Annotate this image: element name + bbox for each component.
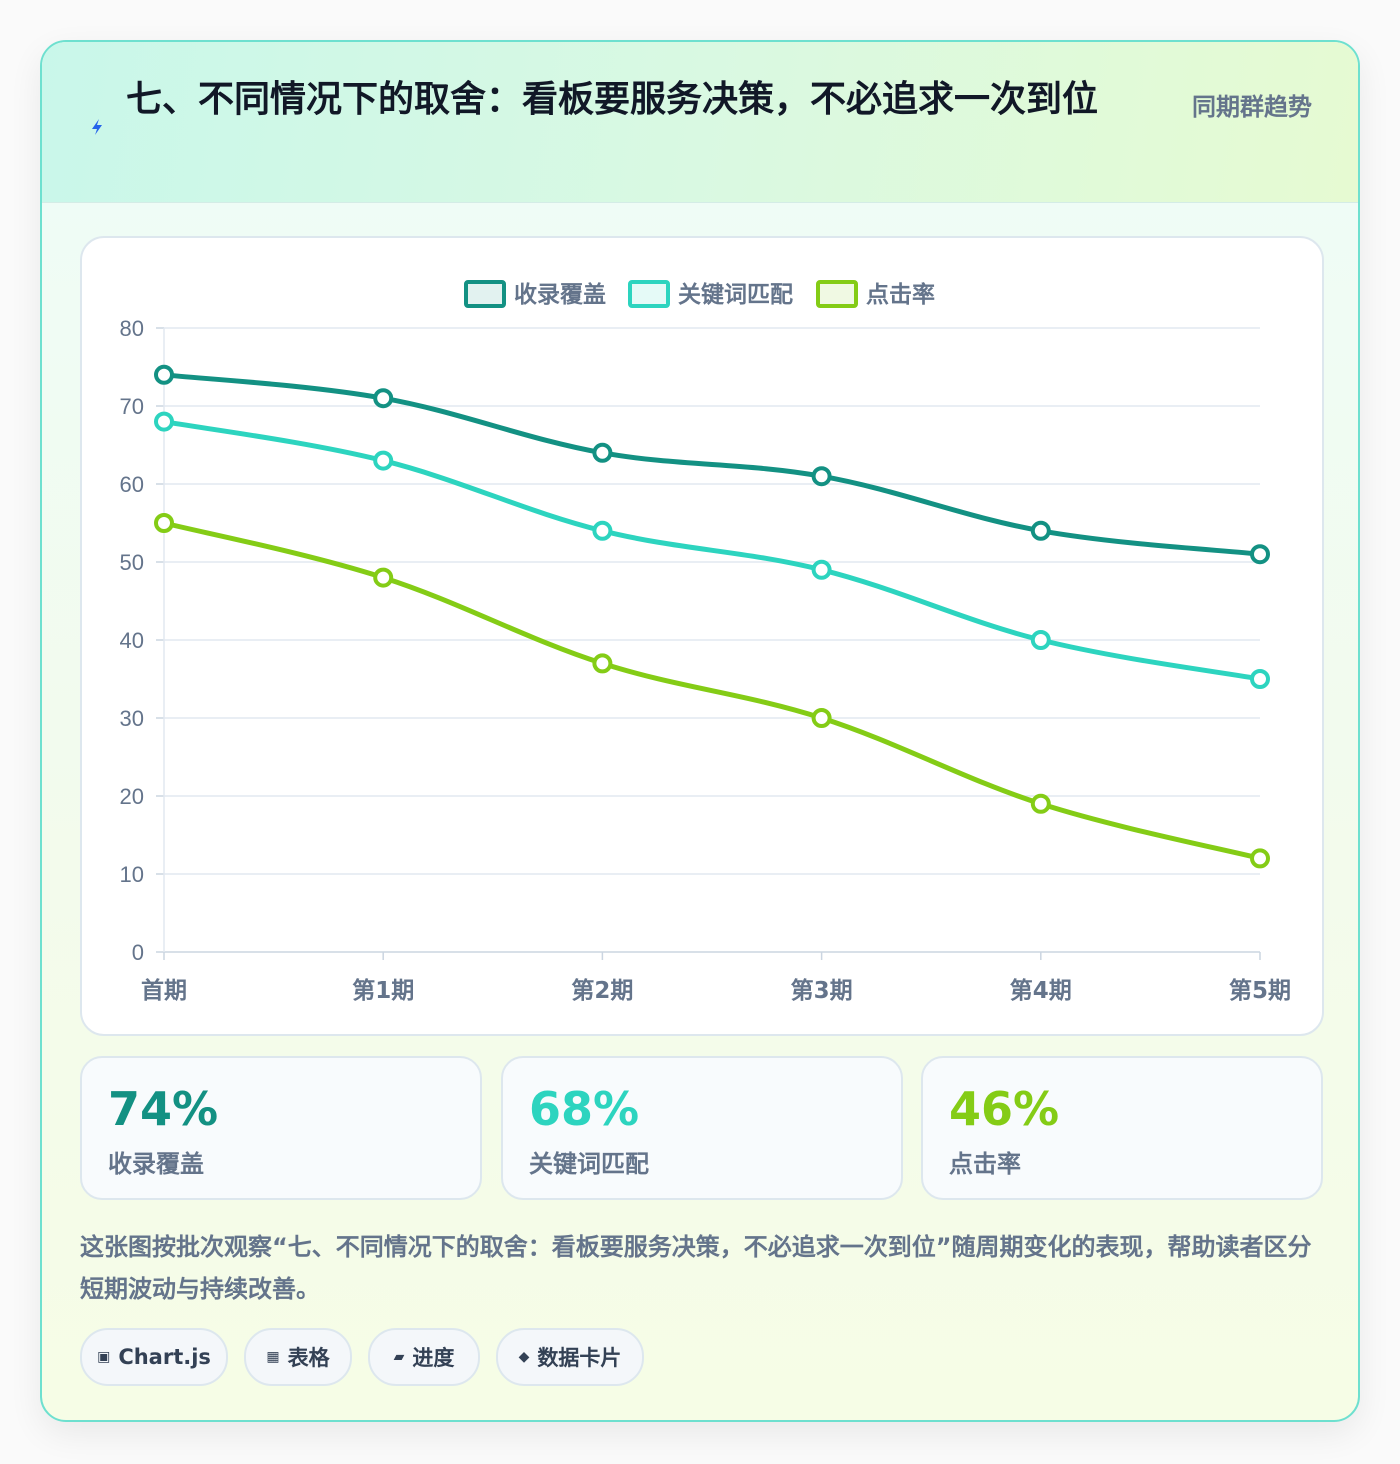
data-point bbox=[373, 567, 394, 588]
data-point bbox=[154, 411, 174, 432]
data-point bbox=[592, 442, 613, 463]
data-point bbox=[154, 364, 174, 385]
data-point bbox=[1030, 793, 1051, 814]
data-point bbox=[1250, 544, 1270, 565]
chart-description: 这张图按批次观察“七、不同情况下的取舍：看板要服务决策，不必追求一次到位”随周期… bbox=[80, 1233, 1312, 1303]
legend-swatch bbox=[464, 280, 506, 308]
data-point bbox=[1250, 669, 1270, 689]
legend-swatch bbox=[816, 280, 858, 308]
stat-card-ctr: 46% 点击率 bbox=[921, 1056, 1323, 1200]
stat-label: 点击率 bbox=[949, 1150, 1021, 1178]
legend-label: 关键词匹配 bbox=[678, 281, 793, 308]
stat-value: 68% bbox=[529, 1082, 640, 1136]
progress-icon: ▰ bbox=[393, 1349, 405, 1365]
series-line bbox=[161, 372, 1263, 557]
data-point bbox=[1030, 630, 1051, 650]
data-point bbox=[373, 388, 394, 409]
data-point bbox=[154, 513, 174, 533]
data-point bbox=[592, 653, 613, 674]
chart-icon: ▣ bbox=[97, 1349, 111, 1365]
stat-label: 关键词匹配 bbox=[529, 1150, 649, 1178]
tag-label: Chart.js bbox=[118, 1345, 211, 1369]
line-chart: 0 10 20 30 40 50 60 70 80 首期 第1期 第2期 第3期 第4期 第5期 收录覆盖 关键… bbox=[120, 280, 1291, 1004]
page-subtitle: 同期群趋势 bbox=[1192, 93, 1312, 121]
x-tick-label: 首期 bbox=[141, 977, 187, 1004]
data-point bbox=[811, 559, 832, 580]
y-tick-label: 60 bbox=[120, 472, 144, 497]
data-point bbox=[592, 520, 613, 541]
table-icon: ▦ bbox=[266, 1349, 280, 1365]
y-tick-label: 50 bbox=[120, 550, 144, 575]
tag-label: 表格 bbox=[287, 1346, 330, 1370]
legend-label: 收录覆盖 bbox=[514, 281, 606, 308]
stat-value: 74% bbox=[108, 1082, 219, 1136]
y-tick-label: 0 bbox=[132, 940, 144, 965]
data-point bbox=[1250, 848, 1270, 869]
data-point bbox=[811, 466, 832, 487]
lightning-icon bbox=[92, 119, 102, 135]
series-line bbox=[161, 419, 1263, 682]
stat-label: 收录覆盖 bbox=[108, 1150, 204, 1178]
y-tick-label: 70 bbox=[120, 394, 144, 419]
tag-chartjs[interactable]: ▣ Chart.js bbox=[80, 1328, 228, 1386]
x-tick-label: 第2期 bbox=[571, 977, 633, 1004]
x-tick-label: 第5期 bbox=[1229, 977, 1291, 1004]
x-tick-label: 第4期 bbox=[1010, 977, 1072, 1004]
y-tick-label: 20 bbox=[120, 784, 144, 809]
y-tick-label: 80 bbox=[120, 316, 144, 341]
y-tick-label: 30 bbox=[120, 706, 144, 731]
legend-label: 点击率 bbox=[866, 281, 935, 308]
tag-label: 进度 bbox=[412, 1346, 455, 1370]
x-tick-label: 第3期 bbox=[791, 977, 853, 1004]
card-icon: ◆ bbox=[518, 1349, 530, 1365]
card-header: 七、不同情况下的取舍：看板要服务决策，不必追求一次到位 同期群趋势 bbox=[42, 42, 1358, 203]
page-title: 七、不同情况下的取舍：看板要服务决策，不必追求一次到位 bbox=[126, 79, 1099, 120]
tag-table[interactable]: ▦ 表格 bbox=[244, 1328, 352, 1386]
dashboard-card: 七、不同情况下的取舍：看板要服务决策，不必追求一次到位 同期群趋势 0 10 20 3… bbox=[40, 40, 1360, 1422]
legend-swatch bbox=[628, 280, 670, 308]
tag-data-card[interactable]: ◆ 数据卡片 bbox=[496, 1328, 644, 1386]
series-line bbox=[161, 520, 1263, 861]
chart-panel: 0 10 20 30 40 50 60 70 80 首期 第1期 第2期 第3期 第4期 第5期 收录覆盖 关键… bbox=[80, 236, 1324, 1036]
stat-card-keyword: 68% 关键词匹配 bbox=[501, 1056, 903, 1200]
data-point bbox=[373, 450, 394, 471]
x-tick-label: 第1期 bbox=[352, 977, 414, 1004]
data-point bbox=[1030, 520, 1051, 541]
stat-value: 46% bbox=[949, 1082, 1060, 1136]
stat-card-coverage: 74% 收录覆盖 bbox=[80, 1056, 482, 1200]
tag-label: 数据卡片 bbox=[537, 1346, 622, 1370]
y-tick-label: 10 bbox=[120, 862, 144, 887]
y-tick-label: 40 bbox=[120, 628, 144, 653]
data-point bbox=[811, 708, 832, 728]
tag-progress[interactable]: ▰ 进度 bbox=[368, 1328, 480, 1386]
